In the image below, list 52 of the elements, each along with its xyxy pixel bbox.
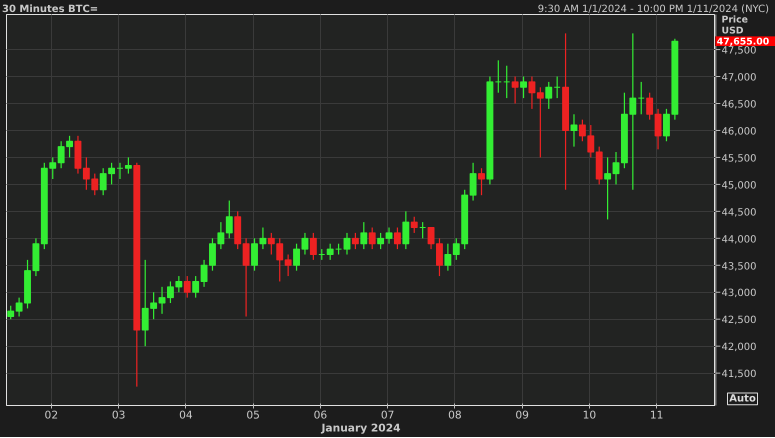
x-tick-label: 06 — [314, 408, 328, 422]
candlestick — [360, 222, 368, 250]
x-tick-label: 11 — [650, 408, 664, 422]
y-tick-label: 46,500 — [722, 99, 756, 110]
x-tick-label: 05 — [246, 408, 260, 422]
y-axis-title: Price USD — [722, 14, 748, 36]
candlestick — [335, 243, 342, 256]
candlestick — [394, 226, 401, 250]
chart-subtitle: 9:30 AM 1/1/2024 - 10:00 PM 1/11/2024 (NYC) — [538, 3, 769, 15]
y-tick-label: 47,000 — [722, 72, 756, 84]
candlestick — [554, 76, 561, 99]
text: Auto — [729, 393, 756, 404]
candlestick — [344, 232, 350, 256]
candlestick — [368, 226, 376, 250]
candlestick — [402, 210, 410, 250]
candlestick — [318, 248, 326, 260]
x-tick-label: 09 — [515, 408, 530, 422]
y-tick-label: 42,000 — [722, 342, 756, 354]
candlestick — [124, 156, 132, 174]
candlestick — [310, 232, 317, 260]
candlestick — [410, 216, 418, 234]
y-tick-label: 44,500 — [722, 207, 756, 218]
x-tick-label: 04 — [179, 408, 193, 422]
y-tick-label: 42,500 — [722, 315, 756, 326]
x-tick-label: 10 — [582, 408, 596, 422]
candlestick — [352, 232, 359, 250]
y-tick-label: 43,500 — [722, 261, 756, 272]
candlestick — [326, 243, 334, 260]
chart-title: 30 Minutes BTC= — [2, 3, 98, 16]
candlestick — [570, 114, 578, 148]
candlestick — [520, 76, 527, 99]
candlestick — [184, 275, 191, 298]
candlestick — [638, 81, 645, 115]
y-tick-label: 46,000 — [722, 126, 756, 138]
candlestick — [545, 81, 552, 110]
x-tick-label: 02 — [44, 408, 58, 422]
y-tick-label: 44,000 — [722, 234, 756, 246]
y-tick-label: 41,500 — [722, 369, 756, 380]
candlestick — [478, 168, 485, 196]
y-tick-label: 47,500 — [722, 46, 756, 57]
x-tick-label: 08 — [448, 408, 462, 422]
candlestick — [503, 65, 510, 99]
candlestick — [494, 60, 502, 94]
x-axis-title: January 2024 — [320, 422, 401, 434]
y-tick-label: 45,500 — [722, 153, 756, 164]
y-tick-label: 45,000 — [722, 180, 756, 192]
candlestick — [116, 162, 124, 180]
candlestick — [419, 222, 426, 239]
y-tick-label: 43,000 — [722, 288, 756, 300]
x-tick-label: 03 — [112, 408, 126, 422]
x-tick-label: 07 — [380, 408, 394, 422]
candlestick — [512, 76, 519, 104]
